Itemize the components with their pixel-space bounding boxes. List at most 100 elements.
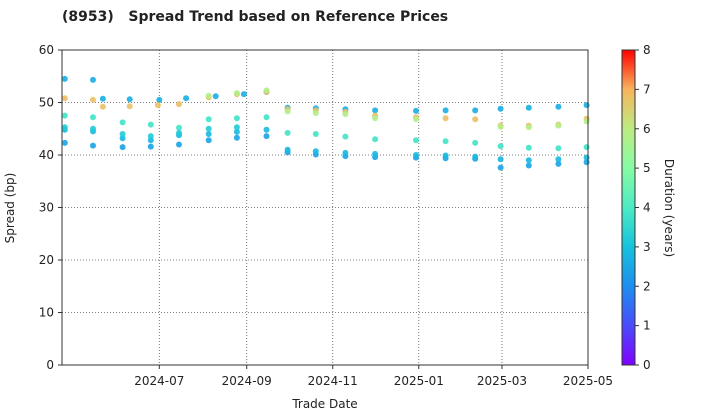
colorbar-tick-label: 4 bbox=[643, 201, 651, 215]
data-point bbox=[472, 107, 479, 114]
data-point bbox=[442, 107, 449, 114]
y-tick-label: 60 bbox=[39, 43, 54, 57]
data-point bbox=[497, 123, 504, 130]
data-point bbox=[176, 101, 182, 108]
data-point bbox=[61, 112, 68, 119]
y-tick-label: 0 bbox=[46, 358, 54, 372]
y-tick-label: 40 bbox=[39, 148, 54, 162]
colorbar-tick-label: 1 bbox=[643, 319, 651, 333]
data-point bbox=[442, 152, 449, 159]
y-axis-label: Spread (bp) bbox=[3, 173, 17, 244]
data-point bbox=[472, 116, 479, 123]
data-point bbox=[472, 153, 479, 160]
y-axis: 0 10 20 30 40 50 60 bbox=[39, 43, 62, 372]
data-point bbox=[205, 92, 212, 99]
data-point bbox=[583, 144, 590, 151]
data-point bbox=[263, 114, 270, 121]
chart-title: (8953) Spread Trend based on Reference P… bbox=[62, 9, 449, 25]
data-point bbox=[284, 108, 291, 115]
data-point bbox=[372, 107, 379, 114]
data-point bbox=[61, 75, 68, 82]
data-point bbox=[413, 137, 419, 144]
data-point bbox=[233, 134, 240, 141]
x-axis: 2024-07 2024-09 2024-11 2025-01 2025-03 2025-… bbox=[134, 365, 613, 388]
x-tick-label: 2025-05 bbox=[563, 374, 613, 388]
data-point bbox=[205, 125, 212, 132]
x-axis-label: Trade Date bbox=[291, 397, 357, 411]
data-point bbox=[183, 95, 190, 102]
data-point bbox=[126, 96, 133, 103]
data-point bbox=[99, 95, 106, 102]
data-point bbox=[497, 105, 504, 112]
data-point bbox=[90, 142, 96, 149]
data-point bbox=[61, 139, 68, 146]
x-tick-label: 2024-11 bbox=[308, 374, 358, 388]
data-point bbox=[205, 116, 212, 123]
data-point bbox=[119, 131, 126, 137]
data-point bbox=[233, 90, 240, 97]
colorbar-tick-label: 6 bbox=[643, 122, 651, 136]
data-point bbox=[154, 102, 161, 109]
data-point bbox=[205, 137, 212, 144]
data-point bbox=[156, 96, 163, 103]
data-point bbox=[233, 128, 240, 135]
data-point bbox=[525, 124, 532, 131]
data-point bbox=[413, 152, 419, 158]
data-point bbox=[99, 103, 106, 110]
data-point bbox=[342, 133, 349, 140]
y-tick-label: 10 bbox=[39, 306, 54, 320]
colorbar-tick-label: 3 bbox=[643, 240, 651, 254]
data-point bbox=[342, 111, 349, 118]
colorbar-axis: 0 1 2 3 4 5 6 7 8 bbox=[635, 43, 651, 372]
data-point bbox=[525, 104, 532, 111]
data-point bbox=[312, 110, 319, 116]
colorbar-tick-label: 7 bbox=[643, 82, 651, 96]
data-point bbox=[555, 122, 562, 129]
data-point bbox=[413, 107, 419, 114]
data-point bbox=[555, 156, 562, 163]
data-point bbox=[61, 95, 68, 102]
data-point bbox=[525, 144, 532, 151]
data-point bbox=[263, 126, 270, 133]
data-point bbox=[90, 96, 96, 103]
colorbar-tick-label: 8 bbox=[643, 43, 651, 57]
y-tick-label: 20 bbox=[39, 253, 54, 267]
colorbar-tick-label: 5 bbox=[643, 161, 651, 175]
x-tick-label: 2024-07 bbox=[134, 374, 184, 388]
data-point bbox=[372, 136, 379, 143]
data-point bbox=[263, 87, 270, 94]
data-point bbox=[284, 129, 291, 136]
data-point bbox=[147, 137, 154, 144]
data-point bbox=[90, 125, 96, 132]
data-point bbox=[119, 144, 126, 151]
data-point bbox=[212, 93, 219, 100]
y-tick-label: 50 bbox=[39, 96, 54, 110]
data-point bbox=[312, 148, 319, 155]
data-point bbox=[372, 150, 379, 157]
data-point bbox=[90, 76, 96, 83]
data-point bbox=[497, 156, 504, 163]
grid-lines bbox=[62, 50, 588, 365]
data-point bbox=[240, 91, 247, 98]
data-point bbox=[176, 129, 182, 136]
data-point bbox=[147, 121, 154, 128]
data-point bbox=[372, 115, 379, 122]
data-point bbox=[472, 139, 479, 146]
data-point bbox=[119, 119, 126, 126]
colorbar-label: Duration (years) bbox=[662, 159, 676, 257]
data-point bbox=[176, 124, 182, 131]
data-point bbox=[233, 115, 240, 122]
colorbar bbox=[621, 49, 636, 366]
data-point bbox=[176, 141, 182, 148]
data-point bbox=[126, 103, 133, 110]
data-point bbox=[555, 145, 562, 152]
colorbar-tick-label: 2 bbox=[643, 279, 651, 293]
data-point bbox=[497, 164, 504, 171]
data-point bbox=[583, 154, 590, 161]
data-point bbox=[583, 102, 590, 109]
data-point bbox=[555, 103, 562, 110]
y-tick-label: 30 bbox=[39, 201, 54, 215]
data-point bbox=[342, 149, 349, 156]
data-point bbox=[147, 143, 154, 150]
